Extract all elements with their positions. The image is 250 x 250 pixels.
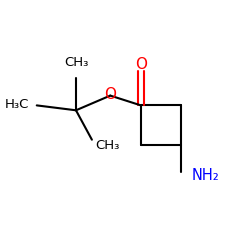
Text: CH₃: CH₃ — [64, 56, 88, 68]
Text: CH₃: CH₃ — [96, 139, 120, 152]
Text: H₃C: H₃C — [4, 98, 29, 112]
Text: O: O — [104, 87, 116, 102]
Text: O: O — [135, 57, 147, 72]
Text: NH₂: NH₂ — [191, 168, 219, 183]
